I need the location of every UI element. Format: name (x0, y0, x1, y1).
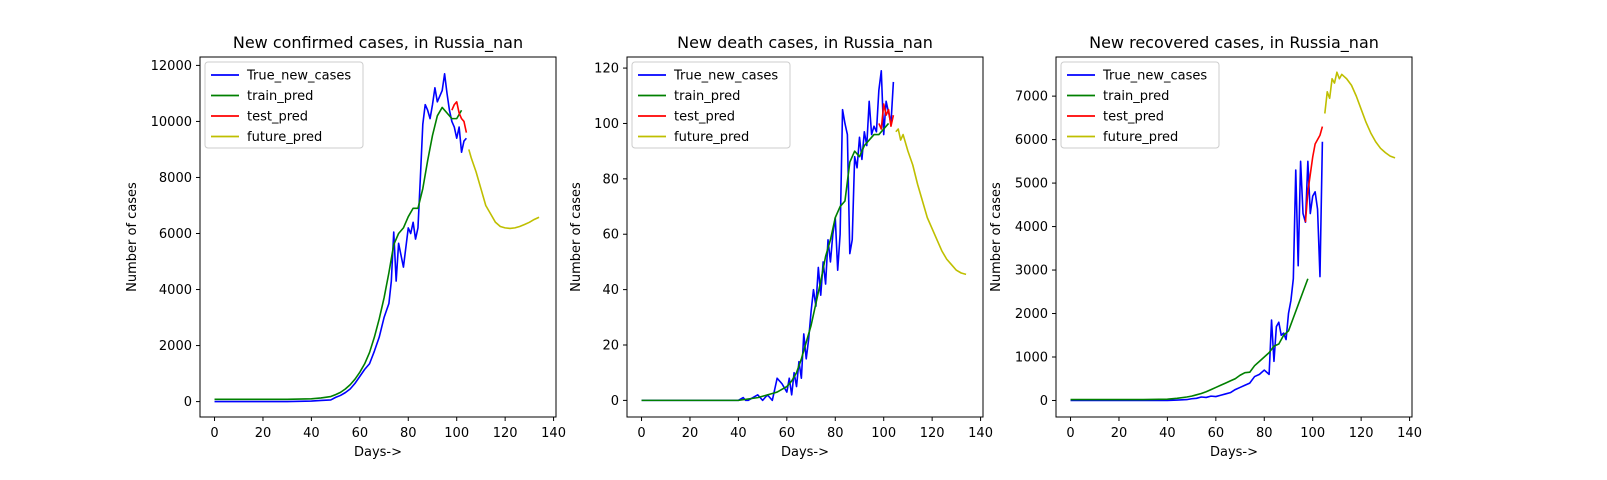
x-tick-label: 120 (493, 426, 518, 441)
x-tick-label: 20 (1111, 426, 1128, 441)
legend-label: future_pred (1103, 130, 1178, 145)
legend: True_new_cases train_pred test_pred future_… (631, 61, 791, 149)
x-axis-label: Days-> (781, 445, 829, 460)
series-line-train-pred (641, 122, 890, 402)
x-tick-label: 140 (541, 426, 566, 441)
legend-label: train_pred (1103, 89, 1169, 104)
x-tick-label: 80 (1256, 426, 1273, 441)
series-line-test-pred (1304, 126, 1324, 223)
y-tick-label: 6000 (159, 227, 192, 242)
chart-title: New confirmed cases, in Russia_nan (233, 33, 523, 53)
legend-label: train_pred (247, 89, 313, 104)
legend: True_new_cases train_pred test_pred future_… (1060, 61, 1220, 149)
legend: True_new_cases train_pred test_pred future_… (204, 61, 364, 149)
series-line-train-pred (1070, 278, 1309, 401)
x-tick-label: 40 (1159, 426, 1176, 441)
y-tick-label: 4000 (159, 283, 192, 298)
y-axis-label: Number of cases (569, 182, 584, 292)
legend-label: test_pred (674, 110, 735, 125)
x-axis-label: Days-> (354, 445, 402, 460)
y-axis-label: Number of cases (989, 182, 1004, 292)
y-tick-label: 8000 (159, 171, 192, 186)
plot-frame (1055, 56, 1413, 418)
plot-frame (626, 56, 984, 418)
x-tick-label: 60 (779, 426, 796, 441)
legend-label: future_pred (247, 130, 322, 145)
legend-label: test_pred (1103, 110, 1164, 125)
x-tick-label: 0 (210, 426, 218, 441)
y-tick-label: 0 (611, 394, 619, 409)
x-tick-label: 120 (920, 426, 945, 441)
y-tick-label: 3000 (1015, 264, 1048, 279)
series-line-future-pred (1324, 71, 1396, 159)
y-tick-label: 60 (602, 228, 619, 243)
chart-panel-3: 0 20 40 60 80 100 120 140 0 1000 2000 3000 4000 5000 6… (989, 33, 1422, 460)
y-tick-label: 12000 (151, 59, 192, 74)
x-tick-label: 100 (444, 426, 469, 441)
x-tick-label: 80 (400, 426, 417, 441)
y-tick-label: 4000 (1015, 220, 1048, 235)
x-tick-label: 140 (968, 426, 993, 441)
y-tick-label: 1000 (1015, 351, 1048, 366)
y-tick-label: 80 (602, 172, 619, 187)
y-axis-label: Number of cases (125, 182, 140, 292)
legend-box (1060, 61, 1220, 149)
x-tick-label: 20 (682, 426, 699, 441)
x-tick-label: 40 (303, 426, 320, 441)
legend-label: True_new_cases (673, 69, 778, 84)
x-tick-label: 0 (637, 426, 645, 441)
y-tick-label: 2000 (159, 339, 192, 354)
legend-label: train_pred (674, 89, 740, 104)
series-line-true-new-cases (1070, 141, 1324, 402)
x-tick-label: 100 (1300, 426, 1325, 441)
series-line-future-pred (895, 128, 967, 276)
x-tick-label: 60 (1208, 426, 1225, 441)
x-tick-label: 100 (871, 426, 896, 441)
legend-label: True_new_cases (246, 69, 351, 84)
plot-frame (199, 56, 557, 418)
y-tick-label: 7000 (1015, 90, 1048, 105)
legend-label: future_pred (674, 130, 749, 145)
y-tick-label: 2000 (1015, 307, 1048, 322)
x-tick-label: 0 (1066, 426, 1074, 441)
x-tick-label: 40 (730, 426, 747, 441)
series-line-future-pred (468, 149, 540, 230)
legend-box (631, 61, 791, 149)
legend-label: True_new_cases (1102, 69, 1207, 84)
series-line-test-pred (451, 101, 468, 133)
legend-label: test_pred (247, 110, 308, 125)
chart-title: New death cases, in Russia_nan (677, 33, 933, 53)
y-tick-label: 40 (602, 283, 619, 298)
legend-box (204, 61, 364, 149)
y-tick-label: 20 (602, 339, 619, 354)
chart-panel-2: 0 20 40 60 80 100 120 140 0 20 40 60 80 100 120 New dea… (569, 33, 993, 460)
y-tick-label: 6000 (1015, 133, 1048, 148)
y-tick-label: 10000 (151, 115, 192, 130)
y-tick-label: 0 (1040, 394, 1048, 409)
y-tick-label: 0 (184, 395, 192, 410)
y-tick-label: 120 (594, 62, 619, 77)
x-tick-label: 120 (1349, 426, 1374, 441)
series-line-true-new-cases (214, 73, 467, 403)
chart-title: New recovered cases, in Russia_nan (1089, 33, 1379, 53)
y-tick-label: 5000 (1015, 177, 1048, 192)
x-tick-label: 140 (1397, 426, 1422, 441)
x-axis-label: Days-> (1210, 445, 1258, 460)
series-line-true-new-cases (641, 70, 895, 402)
series-line-train-pred (214, 106, 463, 401)
x-tick-label: 80 (827, 426, 844, 441)
x-tick-label: 60 (352, 426, 369, 441)
y-tick-label: 100 (594, 117, 619, 132)
x-tick-label: 20 (255, 426, 272, 441)
chart-panel-1: 0 20 40 60 80 100 120 140 0 2000 4000 6000 8000 10000… (125, 33, 566, 460)
series-line-test-pred (878, 103, 895, 130)
